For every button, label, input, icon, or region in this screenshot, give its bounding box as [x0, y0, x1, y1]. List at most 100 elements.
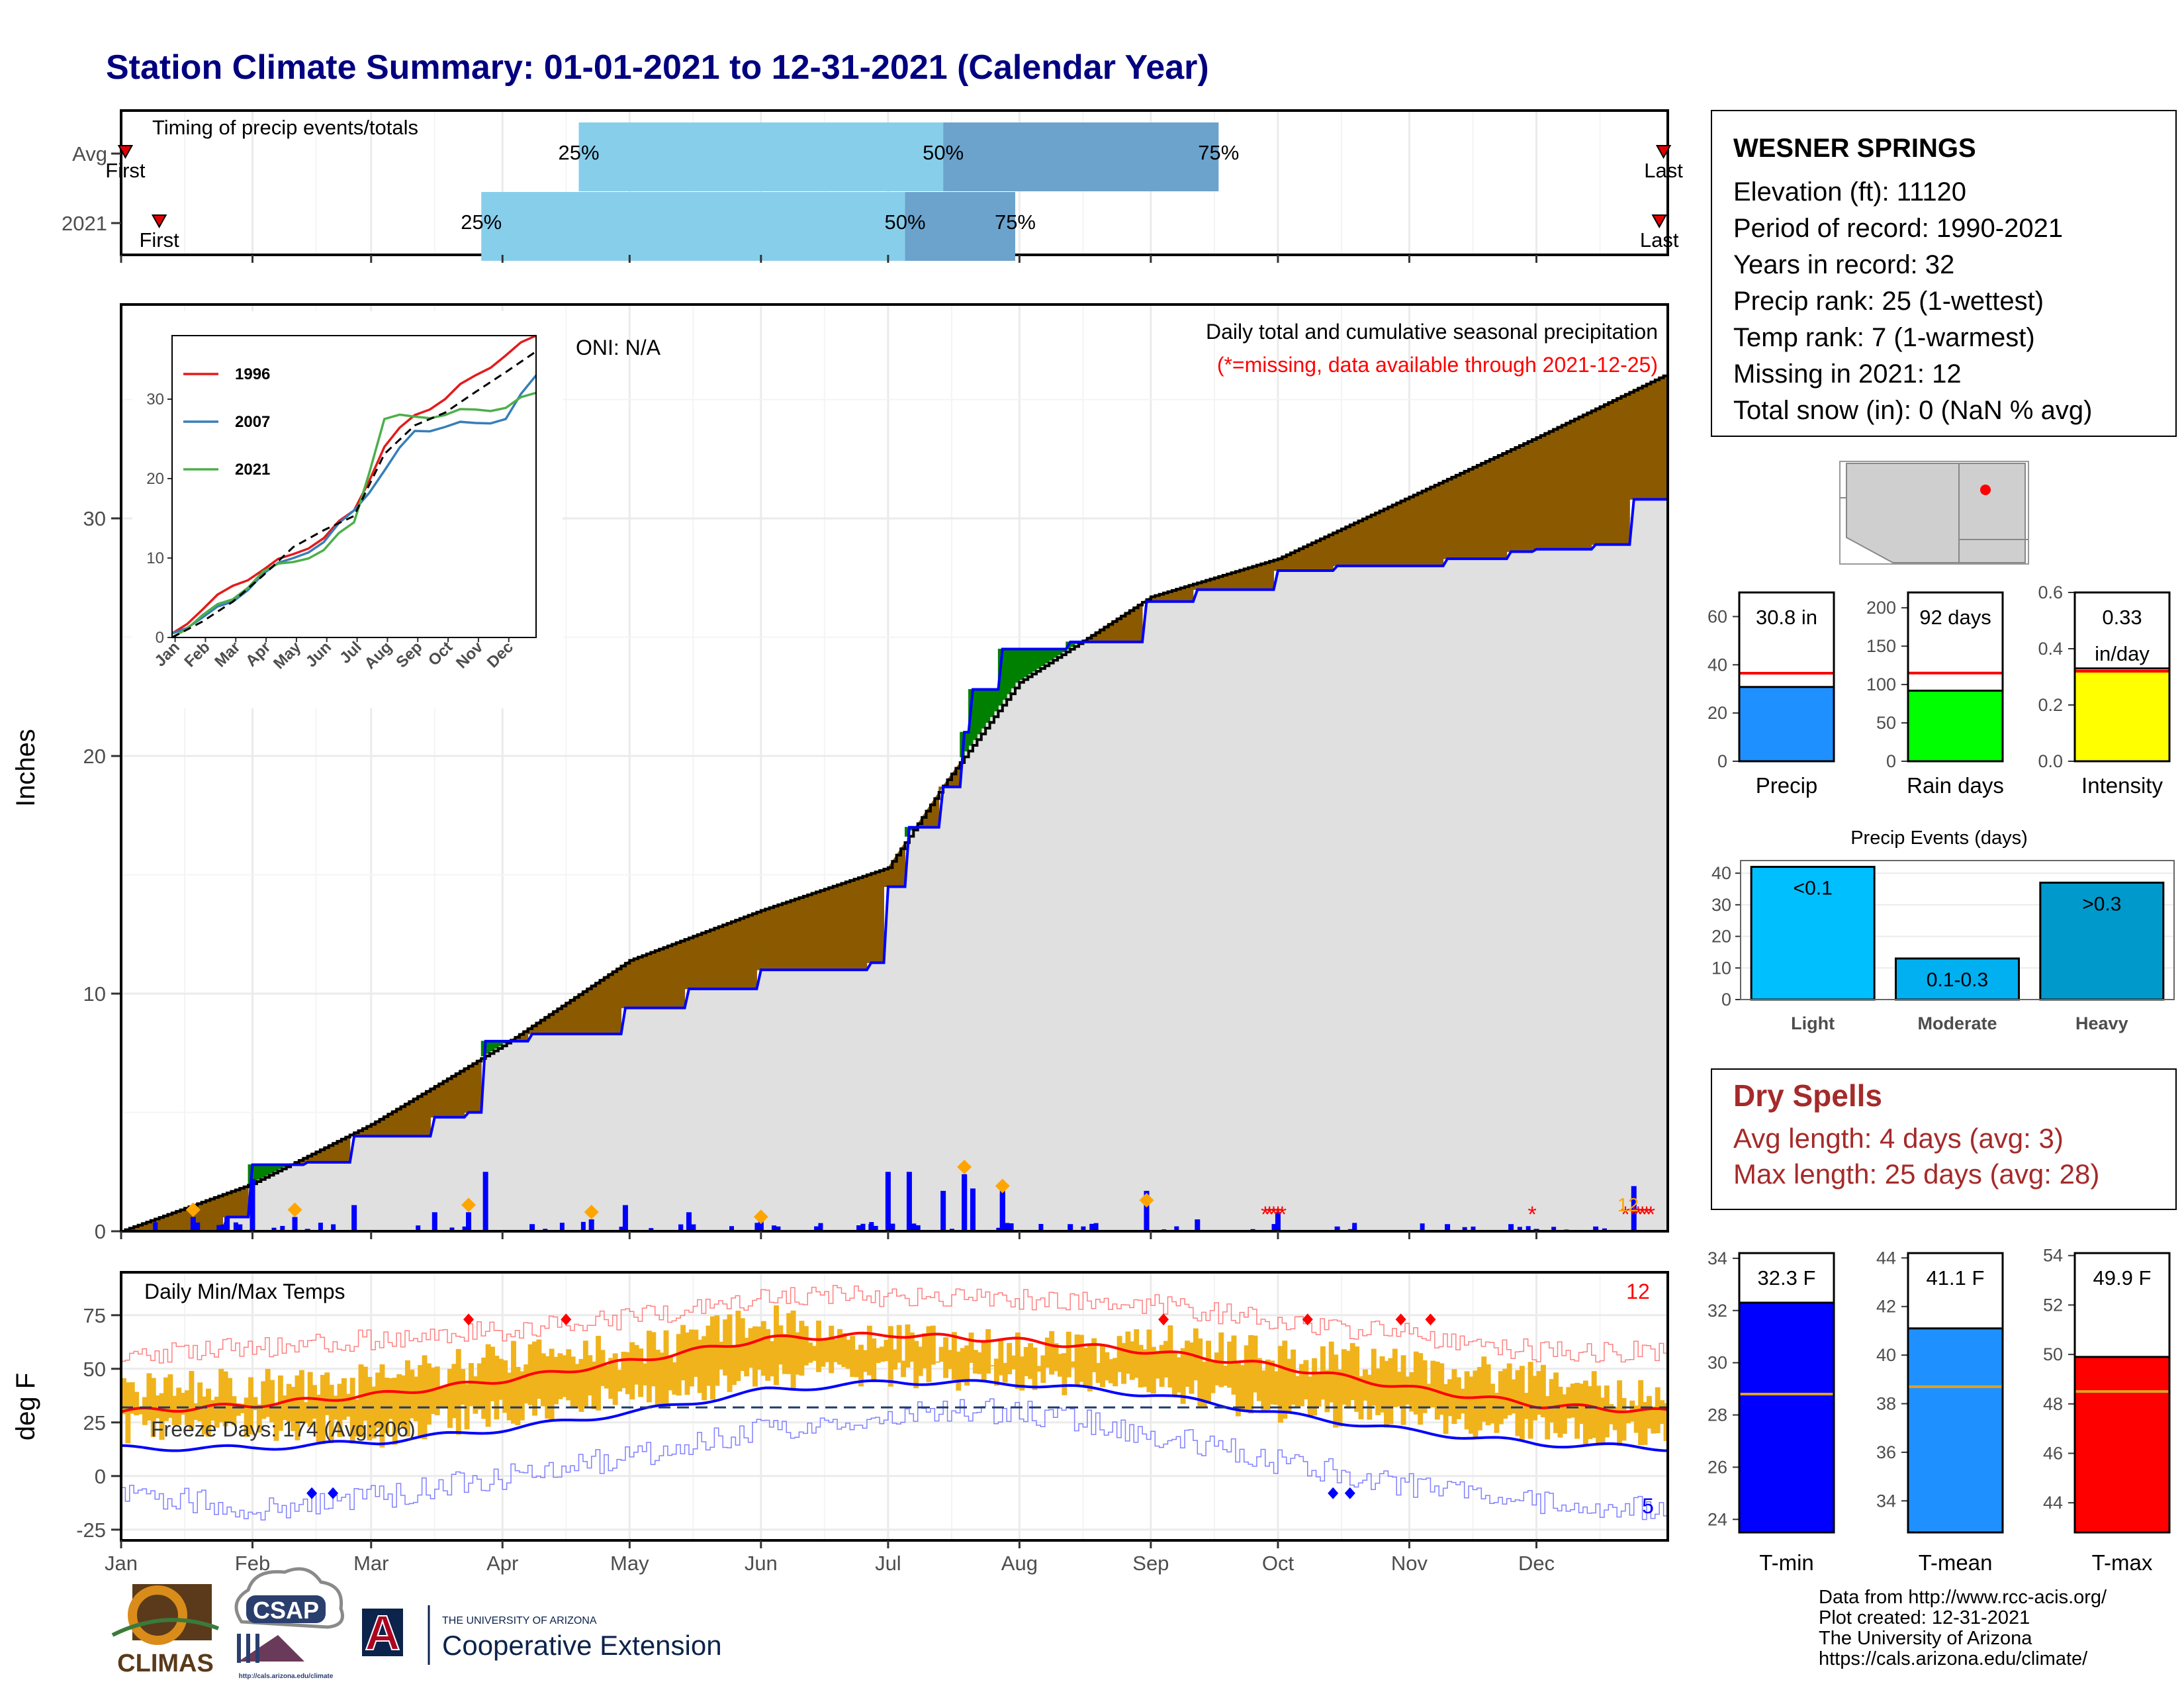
daily-temp-bar — [1490, 1383, 1495, 1424]
daily-temp-bar — [1307, 1376, 1313, 1416]
missing-marker: * — [1638, 1202, 1647, 1227]
daily-temp-bar — [345, 1393, 351, 1417]
daily-precip-bar — [1009, 1223, 1014, 1231]
daily-temp-bar — [1159, 1344, 1165, 1387]
quantile-label: 50% — [884, 211, 925, 234]
timing-bar-q2 — [905, 192, 1015, 261]
ua-logo-big-text: Cooperative Extension — [442, 1630, 722, 1661]
daily-temp-bar — [460, 1369, 466, 1405]
daily-max-marker — [1139, 1193, 1154, 1208]
daily-temp-bar — [473, 1376, 478, 1414]
daily-temp-bar — [1121, 1342, 1126, 1384]
bar-y-tick: 38 — [1876, 1394, 1896, 1414]
record-high-marker — [1302, 1313, 1313, 1326]
daily-temp-bar — [244, 1397, 250, 1437]
daily-temp-bar — [1405, 1376, 1410, 1405]
events-title: Precip Events (days) — [1850, 827, 2028, 849]
daily-temp-bar — [1070, 1361, 1076, 1368]
record-high-marker — [1395, 1313, 1406, 1326]
station-precip-rank: Precip rank: 25 (1-wettest) — [1733, 287, 2044, 316]
daily-precip-bar — [462, 1226, 467, 1231]
month-label: Apr — [486, 1552, 518, 1575]
climas-logo-text: CLIMAS — [117, 1650, 214, 1677]
credit-university: The University of Arizona — [1819, 1628, 2032, 1649]
daily-temp-bar — [875, 1348, 881, 1364]
daily-temp-bar — [638, 1348, 644, 1397]
month-label: May — [610, 1552, 649, 1575]
daily-precip-bar — [619, 1227, 624, 1231]
daily-precip-bar — [890, 1224, 895, 1231]
daily-temp-bar — [1600, 1397, 1606, 1446]
station-elevation: Elevation (ft): 11120 — [1733, 177, 1967, 207]
month-label: Jan — [105, 1552, 138, 1575]
bar-y-tick: 32 — [1707, 1301, 1727, 1321]
daily-temp-bar — [1256, 1358, 1262, 1401]
daily-temp-bar — [884, 1339, 889, 1362]
bar-y-tick: 0 — [1886, 751, 1896, 771]
daily-temp-bar — [917, 1346, 923, 1376]
month-label: Dec — [1518, 1552, 1555, 1575]
daily-temp-bar — [1596, 1385, 1602, 1445]
y-tick-label: 25 — [83, 1411, 106, 1434]
daily-temp-bar — [265, 1368, 271, 1417]
last-marker — [1655, 145, 1672, 160]
dry-spells-avg: Avg length: 4 days (avg: 3) — [1733, 1123, 2064, 1154]
quantile-label: 75% — [995, 211, 1036, 234]
event-category-label: Light — [1791, 1013, 1835, 1033]
daily-temp-bar — [142, 1397, 148, 1425]
bar-category-label: T-min — [1759, 1550, 1814, 1575]
daily-temp-bar — [1316, 1374, 1322, 1407]
timing-title: Timing of precip events/totals — [152, 116, 418, 139]
daily-precip-bar — [1144, 1207, 1150, 1231]
daily-temp-bar — [1100, 1345, 1105, 1387]
daily-temp-bar — [197, 1382, 203, 1422]
month-label: Jul — [875, 1552, 901, 1575]
daily-temp-bar — [1638, 1380, 1644, 1446]
daily-temp-bar — [566, 1349, 572, 1401]
daily-temp-bar — [1633, 1405, 1639, 1433]
precip-events-chart: 0 10 20 30 40 <0.1 Light 0.1-0.3 Moderate >0.3 Hea… — [1711, 827, 2175, 1033]
daily-precip-bar — [1174, 1226, 1179, 1231]
daily-precip-bar — [869, 1222, 874, 1231]
daily-temp-bar — [134, 1391, 140, 1416]
missing-marker: * — [1629, 1202, 1638, 1227]
daily-precip-bar — [224, 1217, 230, 1231]
daily-precip-bar — [776, 1226, 781, 1231]
daily-temp-bar — [820, 1339, 826, 1367]
daily-temp-bar — [1345, 1350, 1351, 1409]
bar-y-tick: 40 — [1876, 1345, 1896, 1365]
credit-source: Data from http://www.rcc-acis.org/ — [1819, 1587, 2107, 1608]
daily-precip-bar — [911, 1223, 917, 1231]
daily-precip-bar — [1005, 1223, 1010, 1231]
daily-temp-bar — [621, 1352, 627, 1389]
daily-max-marker — [957, 1159, 972, 1174]
daily-precip-bar — [331, 1224, 336, 1231]
daily-precip-bar — [1631, 1186, 1637, 1231]
daily-temp-bar — [222, 1371, 228, 1427]
daily-temp-bar — [587, 1355, 593, 1396]
daily-temp-bar — [286, 1383, 292, 1423]
bar-value-label: 0.33 — [2102, 606, 2142, 629]
daily-precip-bar — [466, 1212, 472, 1231]
daily-temp-bar — [413, 1376, 419, 1422]
daily-temp-bar — [1150, 1346, 1156, 1394]
month-label: Sep — [1132, 1552, 1169, 1575]
bar-y-tick: 50 — [1876, 713, 1896, 733]
daily-precip-bar — [818, 1223, 823, 1231]
quantile-label: 75% — [1198, 141, 1239, 164]
daily-temp-bar — [227, 1378, 232, 1422]
y-tick-label: -25 — [76, 1519, 106, 1542]
daily-temp-bar — [1477, 1367, 1482, 1430]
daily-temp-bar — [1095, 1362, 1101, 1383]
missing-marker: * — [1642, 1202, 1651, 1227]
station-name: WESNER SPRINGS — [1733, 134, 1976, 163]
daily-temp-bar — [786, 1313, 792, 1374]
y-tick-label: 30 — [83, 507, 106, 530]
bar-y-tick: 0.2 — [2038, 695, 2063, 715]
daily-temp-bar — [748, 1328, 754, 1368]
daily-temp-bar — [1028, 1343, 1034, 1380]
daily-temp-bar — [1379, 1356, 1385, 1413]
bar-y-tick: 44 — [2043, 1493, 2063, 1513]
csap-logo-url: http://cals.arizona.edu/climate — [239, 1673, 334, 1680]
daily-temp-bar — [596, 1336, 602, 1411]
